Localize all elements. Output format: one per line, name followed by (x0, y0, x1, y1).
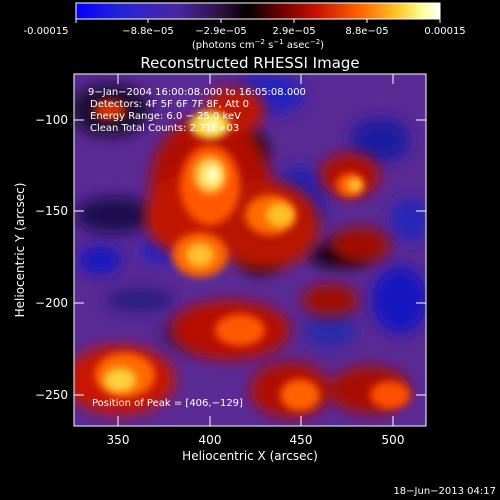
colorbar-tick-label: 0.00015 (424, 26, 465, 37)
footer-timestamp: 18−Jun−2013 04:17 (393, 486, 496, 497)
plot-title: Reconstructed RHESSI Image (140, 54, 359, 72)
image-annotations: 9−Jan−2004 16:00:08.000 to 16:05:08.000 … (88, 87, 306, 409)
x-axis-label: Heliocentric X (arcsec) (182, 449, 318, 463)
x-tick-labels: 350 400 450 500 (107, 433, 405, 447)
y-tick-label: −100 (35, 113, 68, 127)
x-tick-label: 500 (382, 433, 405, 447)
colorbar-tick-label: −8.8e−05 (122, 26, 174, 37)
y-tick-labels: −100 −150 −200 −250 (35, 113, 68, 402)
axis-ticks (74, 74, 426, 426)
colorbar: -0.00015 −8.8e−05 −2.9e−05 2.9e−05 8.8e−… (24, 2, 466, 51)
x-tick-label: 450 (290, 433, 313, 447)
y-axis-label: Heliocentric Y (arcsec) (13, 183, 27, 318)
colorbar-units: (photons cm−2 s−1 asec−2) (192, 38, 324, 51)
y-tick-label: −250 (35, 388, 68, 402)
plot-frame (73, 73, 427, 427)
y-tick-label: −150 (35, 204, 68, 218)
y-tick-label: −200 (35, 296, 68, 310)
x-tick-label: 400 (199, 433, 222, 447)
colorbar-tick-label: -0.00015 (24, 26, 69, 37)
detectors-label: Detectors: 4F 5F 6F 7F 8F, Att 0 (90, 99, 249, 110)
peak-position-label: Position of Peak = [406,−129] (92, 398, 243, 409)
x-tick-label: 350 (107, 433, 130, 447)
colorbar-tick-label: 8.8e−05 (345, 26, 388, 37)
colorbar-ticks (75, 19, 441, 23)
energy-range-label: Energy Range: 6.0 − 25.0 keV (90, 111, 241, 122)
clean-counts-label: Clean Total Counts: 2.71E+03 (90, 123, 239, 134)
time-range-label: 9−Jan−2004 16:00:08.000 to 16:05:08.000 (88, 87, 306, 98)
colorbar-strip (75, 2, 441, 20)
colorbar-tick-label: 2.9e−05 (272, 26, 315, 37)
colorbar-tick-label: −2.9e−05 (195, 26, 247, 37)
rhessi-image (74, 74, 426, 426)
